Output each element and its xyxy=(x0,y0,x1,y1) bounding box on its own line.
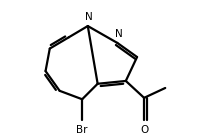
Text: Br: Br xyxy=(76,125,88,135)
Text: O: O xyxy=(140,125,148,135)
Text: N: N xyxy=(85,12,93,22)
Text: N: N xyxy=(115,29,123,39)
